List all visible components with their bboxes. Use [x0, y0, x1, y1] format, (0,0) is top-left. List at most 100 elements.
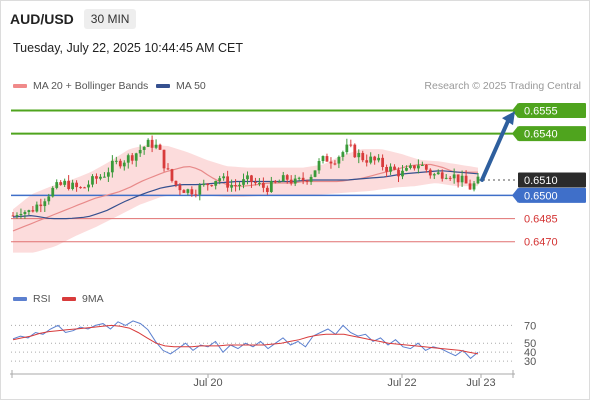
candle-body: [154, 144, 158, 148]
candle-body: [39, 204, 43, 207]
chart-header: AUD/USD 30 MIN: [10, 8, 137, 30]
x-axis: Jul 20 Jul 22 Jul 23: [10, 370, 515, 389]
candle-body: [444, 177, 448, 179]
candle-body: [67, 180, 71, 189]
candle-body: [317, 161, 321, 171]
level-labels-group: 0.6555 0.6540 0.6510 0.6500 0.6485 0.6470: [512, 102, 586, 249]
level-label-box: [518, 172, 586, 188]
rsi-label: RSI: [33, 293, 51, 305]
candle-body: [250, 175, 253, 182]
legend-bollinger: MA 20 + Bollinger Bands: [13, 80, 148, 92]
candle-body: [289, 179, 293, 184]
candle-body: [246, 175, 249, 180]
candle-body: [452, 174, 456, 179]
candle-body: [202, 183, 206, 186]
level-label-text: 0.6510: [524, 175, 558, 187]
candle-body: [91, 176, 94, 185]
candle-body: [214, 180, 218, 186]
candle-body: [118, 160, 122, 167]
bollinger-band-fill: [13, 144, 478, 253]
level-label-pointer: [512, 126, 518, 142]
candle-body: [63, 180, 67, 185]
candle-body: [269, 181, 273, 192]
candle-body: [106, 172, 110, 177]
ma50-label: MA 50: [176, 80, 206, 92]
rsi-ma-label: 9MA: [82, 293, 104, 305]
candle-body: [150, 139, 154, 148]
level-label-pointer: [512, 102, 518, 118]
candle-body: [206, 183, 210, 186]
candle-body: [142, 146, 146, 150]
candle-body: [134, 153, 138, 161]
candle-body: [432, 174, 436, 176]
level-lines-group: [11, 109, 515, 243]
moving-average-group: [12, 163, 479, 232]
candle-body: [416, 165, 420, 169]
x-tick-label: Jul 23: [466, 377, 495, 389]
bollinger-band-group: [13, 144, 478, 253]
candle-body: [242, 179, 245, 185]
candle-body: [31, 210, 35, 212]
candle-body: [305, 180, 309, 182]
candle-body: [261, 182, 265, 188]
candle-body: [401, 170, 404, 177]
candle-body: [15, 215, 19, 217]
rsi-ma-line: [12, 324, 479, 355]
candle-body: [218, 178, 222, 181]
rsi-ma-swatch: [62, 297, 76, 301]
candle-body: [43, 201, 47, 207]
candle-body: [464, 175, 468, 184]
candle-body: [397, 169, 400, 177]
candle-body: [373, 156, 377, 161]
candle-body: [23, 212, 27, 214]
candle-body: [103, 176, 106, 178]
candle-body: [265, 187, 269, 192]
candle-body: [472, 183, 476, 190]
candle-body: [122, 162, 126, 167]
rsi-tick-label: 30: [524, 356, 536, 368]
candle-body: [95, 176, 98, 179]
candle-body: [273, 181, 277, 183]
candle-body: [198, 185, 202, 195]
candle-body: [329, 161, 333, 164]
candle-body: [448, 177, 452, 179]
candle-body: [353, 144, 357, 158]
candle-body: [341, 152, 345, 157]
candle-body: [369, 156, 373, 163]
candle-body: [293, 178, 297, 184]
candle-body: [186, 189, 190, 193]
level-label-box: [518, 102, 586, 118]
candle-body: [230, 185, 233, 188]
candle-body: [35, 204, 39, 212]
candle-body: [436, 172, 440, 175]
candle-body: [166, 168, 170, 170]
level-label-pointer: [512, 187, 518, 203]
candle-body: [83, 187, 86, 189]
timeframe-button[interactable]: 30 MIN: [83, 9, 137, 29]
level-label-text: 0.6485: [524, 214, 558, 226]
candle-body: [27, 210, 31, 213]
candle-body: [19, 213, 23, 216]
candle-body: [11, 215, 15, 217]
candle-body: [424, 164, 428, 170]
candle-body: [389, 166, 392, 172]
level-label-text: 0.6500: [524, 190, 558, 202]
candle-body: [413, 165, 416, 169]
candle-body: [297, 177, 301, 179]
candle-body: [114, 160, 118, 162]
candle-body: [420, 164, 424, 166]
candle-body: [476, 176, 480, 184]
bollinger-swatch: [13, 84, 27, 88]
candle-body: [361, 152, 365, 161]
candle-body: [182, 190, 186, 193]
candle-body: [158, 144, 162, 150]
candle-body: [130, 155, 134, 161]
candle-body: [468, 183, 472, 190]
rsi-tick-label: 40: [524, 347, 536, 359]
rsi-tick-label: 50: [524, 338, 536, 350]
candle-body: [99, 176, 102, 179]
candle-body: [357, 152, 361, 158]
candle-body: [440, 172, 444, 179]
candle-body: [345, 144, 349, 153]
